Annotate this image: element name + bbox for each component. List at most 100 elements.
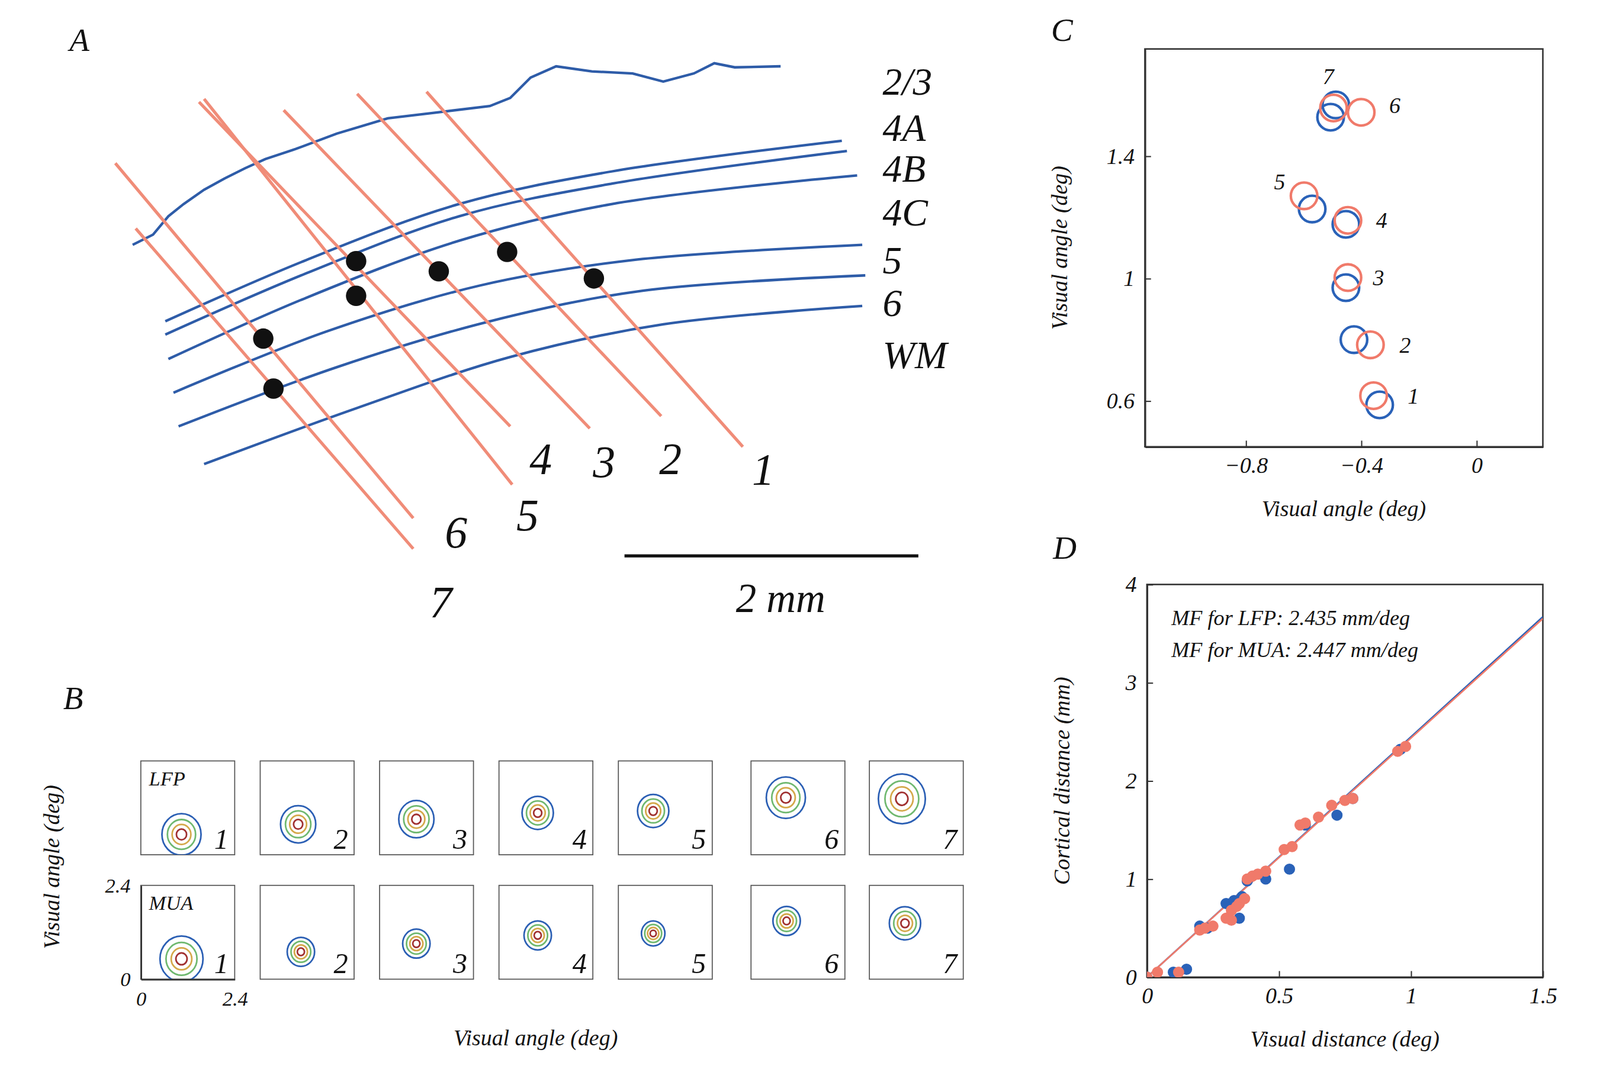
- panel-letter: A: [66, 21, 90, 59]
- box-number: 5: [691, 948, 706, 980]
- point: [1260, 866, 1271, 877]
- tick: 1.5: [1529, 971, 1558, 1008]
- rf-contour: [782, 917, 790, 925]
- box-number: 2: [333, 948, 348, 980]
- point: [1326, 800, 1337, 811]
- rf-contour: [176, 829, 187, 841]
- rf-box: 7: [869, 761, 964, 856]
- layer-boundary: [178, 275, 866, 427]
- rf-contour: [522, 796, 554, 830]
- rf-box: 5: [618, 885, 713, 981]
- point-label: 7: [1322, 63, 1336, 89]
- tick-label: 2.4: [222, 987, 249, 1011]
- fit-line: [1147, 618, 1544, 978]
- rf-contour: [165, 942, 197, 976]
- tick: −0.8: [1224, 440, 1268, 478]
- tick-mark: [1542, 971, 1544, 978]
- marks: [1290, 91, 1393, 419]
- rf-contour: [893, 911, 917, 936]
- electrode-label: 1: [752, 444, 775, 495]
- tick-mark: [1147, 879, 1153, 881]
- tick-label: 4: [1125, 572, 1137, 597]
- box-number: 6: [824, 948, 839, 980]
- rf-contour: [641, 799, 665, 824]
- axis-bottom: 02.4: [136, 979, 249, 1011]
- rf-contour: [526, 801, 549, 825]
- point: [1147, 972, 1153, 978]
- tick-mark: [1147, 977, 1153, 979]
- rf-contours: [522, 796, 554, 830]
- tick-mark: [1245, 440, 1248, 447]
- tick-mark: [1361, 440, 1363, 447]
- point: [1347, 793, 1358, 804]
- point: [1173, 967, 1184, 978]
- tick: 0: [120, 968, 141, 991]
- point: [1320, 94, 1348, 122]
- rf-contour: [900, 919, 909, 929]
- tick-label: −0.8: [1224, 452, 1268, 478]
- rf-box: 6: [750, 885, 846, 981]
- recording-site: [496, 241, 517, 262]
- box-frame: [869, 885, 964, 981]
- tick-label: 3: [1125, 670, 1137, 696]
- axis-left: 0.611.4: [1106, 49, 1152, 448]
- rf-contour: [171, 948, 192, 970]
- box-frame: [499, 885, 594, 981]
- plot: 00.511.501234MF for LFP: 2.435 mm/degMF …: [1125, 572, 1558, 1009]
- layer-boundary: [173, 245, 863, 394]
- layer-label: 2/3: [882, 60, 933, 104]
- box-frame: [618, 885, 713, 981]
- point: [1207, 921, 1219, 932]
- rf-box: 3: [379, 761, 474, 856]
- tick: 2.4: [104, 874, 141, 898]
- tick-mark: [1147, 781, 1153, 783]
- rf-contour: [772, 906, 800, 936]
- box-number: 7: [942, 823, 959, 856]
- rf-contour: [293, 819, 303, 830]
- tick-label: 1: [1125, 866, 1137, 892]
- tick-label: 0: [1125, 965, 1137, 991]
- axis-title: Visual distance (deg): [1250, 1026, 1440, 1053]
- tick: 0.5: [1265, 971, 1294, 1008]
- recording-site: [428, 261, 449, 282]
- rf-box: 5: [618, 761, 713, 856]
- tick: 2.4: [222, 979, 249, 1011]
- rf-contours: [772, 906, 800, 936]
- rf-contour: [161, 814, 201, 856]
- layer-label: 4C: [882, 191, 930, 234]
- tick: 2: [1125, 768, 1154, 794]
- rf-contour: [402, 929, 430, 959]
- rf-contour: [533, 808, 542, 818]
- recording-site: [583, 268, 604, 289]
- box-frame: [140, 885, 236, 981]
- plot: −0.8−0.400.611.41234567: [1106, 49, 1544, 478]
- rf-contour: [534, 932, 542, 940]
- rf-contours: [398, 800, 434, 838]
- box-frame: [379, 761, 474, 856]
- rf-contours: [766, 777, 806, 819]
- rf-contour: [289, 815, 307, 834]
- rf-contour: [884, 781, 919, 817]
- panel-b: B1LFP2345671MUA02.402.4234567Visual angl…: [39, 680, 964, 1052]
- tick-mark: [1144, 155, 1151, 157]
- tick-label: 2.4: [104, 874, 131, 898]
- axis-bottom: −0.8−0.40: [1145, 440, 1544, 478]
- rf-contours: [889, 907, 921, 941]
- electrode-label: 4: [529, 434, 552, 484]
- point: [1334, 264, 1362, 291]
- rf-contour: [878, 774, 925, 825]
- electrode-track: [357, 94, 662, 417]
- rf-contour: [159, 936, 204, 980]
- box-number: 2: [333, 823, 348, 856]
- tick-mark: [1410, 971, 1412, 978]
- panel-c: C−0.8−0.400.611.41234567Visual angle (de…: [1046, 11, 1544, 522]
- point-label: 2: [1399, 332, 1411, 358]
- axis-line: [141, 979, 236, 982]
- figure: A2/34A4B4C56WM12345672 mmB1LFP2345671MUA…: [0, 0, 1600, 1069]
- axis-line: [1147, 977, 1544, 979]
- box-number: 3: [452, 948, 468, 980]
- tick-label: 1.5: [1529, 983, 1558, 1009]
- rf-box: 6: [750, 761, 846, 856]
- box-frame: [750, 885, 846, 981]
- box-number: 5: [691, 823, 706, 856]
